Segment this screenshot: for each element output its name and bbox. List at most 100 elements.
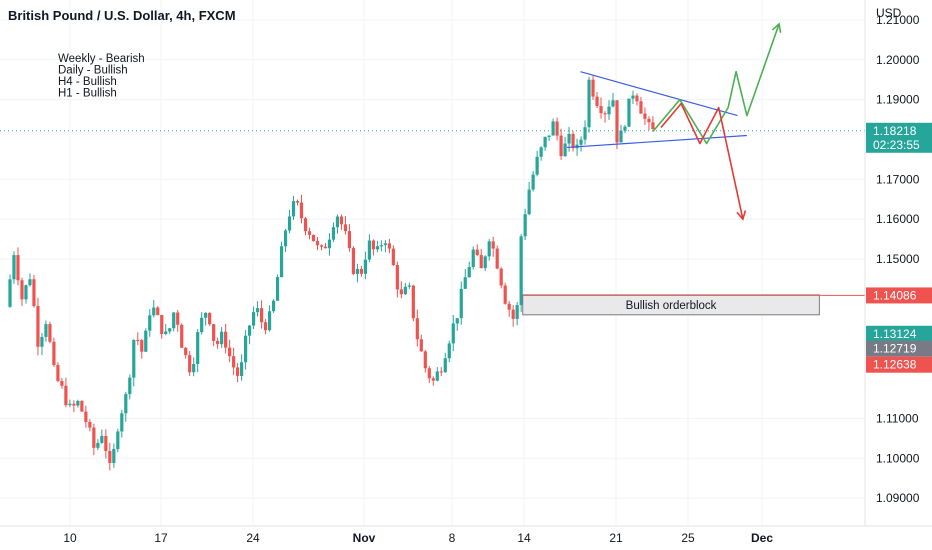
candle-body [140,340,144,352]
candle-body [196,332,200,365]
candle-body [283,230,288,247]
candle-body [220,331,224,345]
candle-body [395,265,399,290]
candle-body [495,248,499,269]
time-tick: Dec [751,531,773,545]
candle-body [216,340,220,345]
candle-body [287,216,292,231]
candle-body [164,331,168,335]
time-tick: 10 [63,531,77,545]
candle-body [611,100,615,107]
candle-body [591,79,595,97]
candle-body [172,312,176,329]
candle-body [579,139,583,145]
candle-body [148,315,152,331]
time-axis[interactable]: 10 17 24 Nov 8 14 21 25 Dec [63,531,773,545]
candle-body [443,358,447,373]
candle-body [419,339,423,352]
candle-body [303,218,308,232]
price-tag [866,340,932,357]
bearish-projection-arrowhead [736,210,747,221]
candle-body [20,280,24,300]
candle-body [539,147,543,157]
candle-body [16,255,20,281]
candle-body [603,113,607,115]
price-tag-value: 1.14086 [873,288,917,302]
candle-body [160,315,164,335]
candle-body [120,413,124,432]
price-axis[interactable]: 1.21000 1.20000 1.19000 1.17000 1.16000 1.150… [876,13,920,505]
candle-body [40,336,44,347]
time-tick: 14 [517,531,531,545]
candle-body [647,118,651,123]
candle-body [116,431,120,450]
candle-body [204,312,208,318]
candle-body [52,341,56,366]
candle-body [507,303,511,310]
candle-body [459,288,463,319]
candle-body [407,285,411,287]
candle-body [563,143,567,157]
time-tick: 25 [681,531,695,545]
candle-body [8,279,12,307]
candle-body [247,325,252,336]
candle-body [240,362,244,376]
candle-body [319,245,324,247]
candle-body [136,339,140,341]
candle-body [307,231,312,235]
candle-body [559,135,563,157]
candle-body [651,122,655,130]
candle-body [359,268,364,274]
candle-body [379,245,383,247]
price-tag-value: 1.13124 [873,327,917,341]
candle-body [299,202,304,219]
candle-body [623,126,627,131]
candle-body [144,330,148,352]
candle-body [503,285,507,304]
price-tick: 1.16000 [876,212,920,226]
candle-body [415,318,419,340]
candle-body [431,378,435,381]
candle-body [427,368,431,379]
candle-body [627,98,631,127]
candle-body [64,385,68,406]
candle-body [515,305,519,319]
candle-body [491,241,495,249]
price-tick: 1.10000 [876,451,920,465]
candle-body [367,240,372,260]
candle-body [615,100,619,143]
candle-body [275,277,280,301]
price-tag [866,287,932,304]
candle-body [112,449,116,463]
currency-label: USD [876,6,902,20]
orderblock-zone [522,294,820,316]
candle-body [551,121,555,136]
candle-body [176,312,180,325]
candle-body [499,268,503,286]
candle-body [291,201,296,217]
candle-body [180,324,184,348]
candle-body [32,279,36,307]
candle-body [567,133,571,144]
candle-body [547,135,551,137]
candle-body [475,249,479,256]
candle-body [279,246,284,278]
price-tag-value: 1.18218 [873,124,917,138]
candle-body [619,130,623,143]
candle-body [184,347,188,356]
price-tick: 1.20000 [876,53,920,67]
candle-body [327,239,332,249]
candle-body [244,335,248,363]
candle-body [375,246,379,250]
candle-body [212,324,216,341]
candle-body [587,79,591,128]
time-tick: 17 [154,531,168,545]
candle-body [435,371,439,381]
candle-body [60,381,64,386]
candle-body [403,286,407,295]
candle-body [68,403,72,406]
candle-body [156,307,160,316]
price-tag [866,122,932,153]
